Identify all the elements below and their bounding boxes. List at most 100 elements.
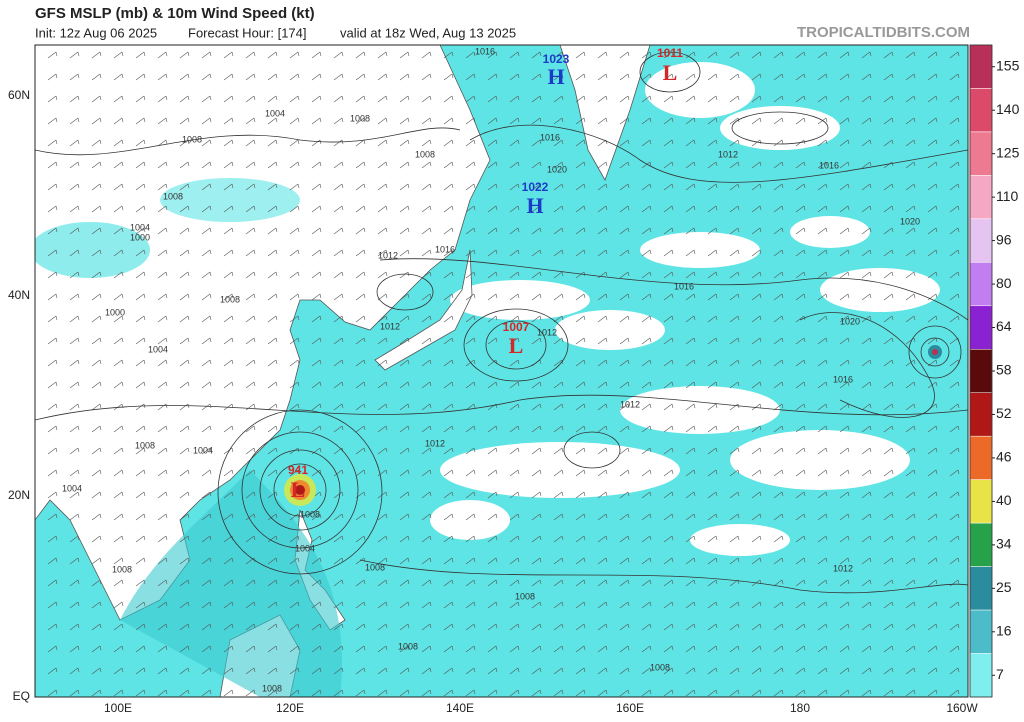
isobar-label: 1008	[350, 113, 370, 123]
colorbar-segment	[969, 88, 993, 133]
isobar-label: 1008	[300, 509, 320, 519]
wind-barbs	[35, 45, 968, 697]
isobar-label: 1016	[819, 160, 839, 170]
isobar-label: 1008	[135, 440, 155, 450]
isobars	[35, 51, 968, 594]
isobar-label: 1008	[365, 562, 385, 572]
colorbar-segment	[969, 522, 993, 567]
colorbar: 155 140 125 110 96 80 64 58 52 46 40 34 25 16 7	[969, 44, 1020, 698]
colorbar-label: 140	[996, 101, 1020, 117]
colorbar-label: 34	[996, 536, 1012, 552]
low-symbol: L	[291, 477, 306, 502]
valid-time: valid at 18z Wed, Aug 13 2025	[340, 25, 516, 40]
lon-label: 160W	[946, 701, 978, 715]
isobar-label: 1008	[398, 641, 418, 651]
low-symbol: L	[509, 333, 524, 358]
lat-label: 60N	[8, 88, 30, 102]
lon-label: 100E	[104, 701, 132, 715]
colorbar-segment	[969, 305, 993, 350]
colorbar-label: 52	[996, 405, 1012, 421]
isobar-label: 1000	[130, 232, 150, 242]
pressure-centers: 1023 H 1011 L 1022 H 1007 L 941 L	[288, 46, 683, 502]
isobar-label: 1008	[182, 134, 202, 144]
colorbar-frame	[969, 44, 993, 698]
isobar-label: 1008	[650, 662, 670, 672]
lat-label: 40N	[8, 288, 30, 302]
colorbar-segment	[969, 435, 993, 480]
credit: TROPICALTIDBITS.COM	[797, 24, 970, 41]
colorbar-segment	[969, 175, 993, 220]
high-symbol: H	[547, 64, 564, 89]
colorbar-label: 46	[996, 449, 1012, 465]
colorbar-label: 25	[996, 579, 1012, 595]
isobar-label: 1004	[193, 445, 213, 455]
isobar-label: 1016	[435, 244, 455, 254]
colorbar-label: 64	[996, 318, 1012, 334]
isobar-label: 1004	[295, 543, 315, 553]
title: GFS MSLP (mb) & 10m Wind Speed (kt)	[35, 5, 315, 22]
isobar-label: 1008	[515, 591, 535, 601]
lon-labels: 100E 120E 140E 160E 180 160W	[104, 701, 978, 715]
isobar-label: 1004	[62, 483, 82, 493]
isobar-label: 1012	[620, 399, 640, 409]
colorbar-label: 155	[996, 57, 1020, 73]
isobar-label: 1004	[130, 222, 150, 232]
isobar-label: 1008	[163, 191, 183, 201]
colorbar-segment	[969, 392, 993, 437]
colorbar-segment	[969, 479, 993, 524]
center-pressure: 1011	[657, 46, 683, 60]
isobar-label: 1012	[833, 563, 853, 573]
isobar-label: 1008	[112, 564, 132, 574]
center-pressure: 1022	[522, 180, 549, 194]
center-pressure: 941	[288, 463, 308, 477]
isobar-label: 1008	[262, 683, 282, 693]
isobar-label: 1004	[265, 108, 285, 118]
init-time: Init: 12z Aug 06 2025	[35, 25, 157, 40]
center-pressure: 1007	[503, 320, 530, 334]
colorbar-segment	[969, 609, 993, 654]
isobar-label: 1016	[833, 374, 853, 384]
isobar-label: 1012	[718, 149, 738, 159]
colorbar-segment	[969, 44, 993, 89]
lat-labels: 60N 40N 20N EQ	[8, 88, 30, 703]
lat-label: EQ	[13, 689, 30, 703]
lat-label: 20N	[8, 488, 30, 502]
isobar-label: 1000	[105, 307, 125, 317]
colorbar-segment	[969, 566, 993, 611]
isobar-label: 1008	[220, 294, 240, 304]
colorbar-segment	[969, 653, 993, 698]
map-frame	[34, 44, 969, 698]
colorbar-segment	[969, 218, 993, 263]
isobar-label: 1012	[537, 327, 557, 337]
isobar-label: 1008	[415, 149, 435, 159]
isobar-label: 1016	[674, 281, 694, 291]
isobar-label: 1004	[148, 344, 168, 354]
forecast-hour: Forecast Hour: [174]	[188, 25, 307, 40]
typhoon-core	[284, 345, 942, 506]
isobar-label: 1012	[378, 250, 398, 260]
isobar-label: 1012	[425, 438, 445, 448]
lon-label: 120E	[276, 701, 304, 715]
low-symbol: L	[663, 60, 678, 85]
isobar-label: 1016	[540, 132, 560, 142]
colorbar-label: 58	[996, 362, 1012, 378]
center-pressure: 1023	[543, 52, 570, 66]
high-symbol: H	[526, 193, 543, 218]
isobar-labels: 1016 1004 1008 1008 1008 1016 1020 1012 …	[62, 46, 920, 693]
isobar-label: 1020	[547, 164, 567, 174]
colorbar-label: 16	[996, 623, 1012, 639]
isobar-label: 1012	[380, 321, 400, 331]
colorbar-label: 80	[996, 275, 1012, 291]
colorbar-label: 96	[996, 231, 1012, 247]
lon-label: 180	[790, 701, 810, 715]
colorbar-segment	[969, 131, 993, 176]
map-area: 1016 1004 1008 1008 1008 1016 1020 1012 …	[35, 45, 968, 697]
isobar-label: 1016	[475, 46, 495, 56]
isobar-label: 1020	[900, 216, 920, 226]
lon-label: 140E	[446, 701, 474, 715]
isobar-label: 1020	[840, 316, 860, 326]
colorbar-label: 125	[996, 144, 1020, 160]
colorbar-label: 110	[996, 188, 1019, 204]
